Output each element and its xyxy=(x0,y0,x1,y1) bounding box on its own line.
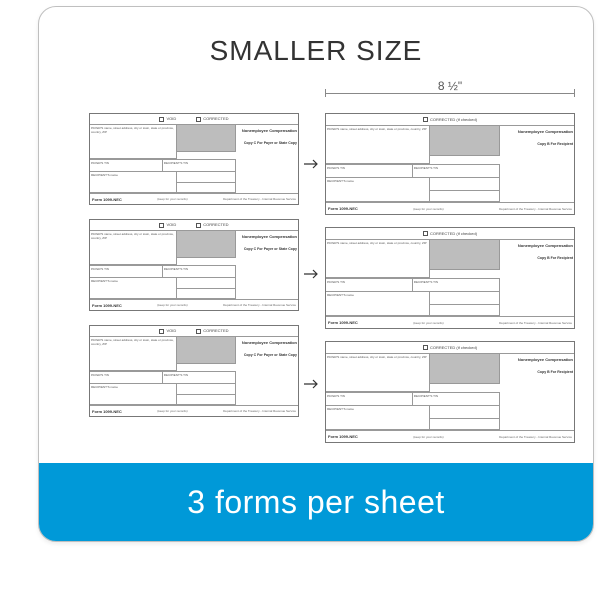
width-dimension-line xyxy=(325,89,575,97)
form-1099-left-3: VOIDCORRECTED PAYER'S name, street addre… xyxy=(89,325,299,417)
dept-note: Department of the Treasury - Internal Re… xyxy=(223,197,296,201)
form-bottom-row: Form 1099-NEC (keep for your records) De… xyxy=(90,193,298,204)
form-right-col: Nonemployee Compensation Copy C For Paye… xyxy=(236,125,298,204)
arrow-icon-1 xyxy=(303,157,321,169)
payer-block: PAYER'S name, street address, city or to… xyxy=(90,125,177,159)
comparison-area: 8 ½" VOID CORRECTED PAYER'S name, street… xyxy=(39,97,593,457)
arrow-icon-3 xyxy=(303,377,321,389)
corrected-label: CORRECTED xyxy=(203,116,228,121)
recipient-tin: RECIPIENT'S TIN xyxy=(163,160,236,171)
form-1099-left-2: VOIDCORRECTED PAYER'S name, street addre… xyxy=(89,219,299,311)
arrow-icon-2 xyxy=(303,267,321,279)
void-label: VOID xyxy=(166,116,176,121)
forms-column-left: VOID CORRECTED PAYER'S name, street addr… xyxy=(89,113,299,431)
bottom-banner: 3 forms per sheet xyxy=(39,463,593,541)
form-1099-right-3: CORRECTED (if checked) PAYER'S name, str… xyxy=(325,341,575,443)
copy-label: Copy C For Payer or State Copy xyxy=(237,141,297,145)
void-checkbox xyxy=(159,117,164,122)
payer-tin: PAYER'S TIN xyxy=(90,160,163,171)
omb-gray-box xyxy=(177,125,235,152)
form-1099-left-1: VOID CORRECTED PAYER'S name, street addr… xyxy=(89,113,299,205)
recipient-block: RECIPIENT'S name xyxy=(90,172,177,194)
amount-boxes xyxy=(177,172,235,194)
corrected-checkbox xyxy=(196,117,201,122)
form-title: Nonemployee Compensation xyxy=(237,128,297,133)
product-card: SMALLER SIZE 8 ½" VOID CORRECTED PAYER'S… xyxy=(38,6,594,542)
form-top-row: VOID CORRECTED xyxy=(90,114,298,125)
form-number: Form 1099-NEC xyxy=(92,197,122,202)
forms-column-right: CORRECTED (if checked) PAYER'S name, str… xyxy=(325,113,575,455)
headline: SMALLER SIZE xyxy=(39,35,593,67)
keep-note: (keep for your records) xyxy=(157,197,187,201)
corrected-label: CORRECTED (if checked) xyxy=(430,117,477,122)
tin-row: PAYER'S TIN RECIPIENT'S TIN xyxy=(90,159,236,172)
form-1099-right-2: CORRECTED (if checked) PAYER'S name, str… xyxy=(325,227,575,329)
form-1099-right-1: CORRECTED (if checked) PAYER'S name, str… xyxy=(325,113,575,215)
